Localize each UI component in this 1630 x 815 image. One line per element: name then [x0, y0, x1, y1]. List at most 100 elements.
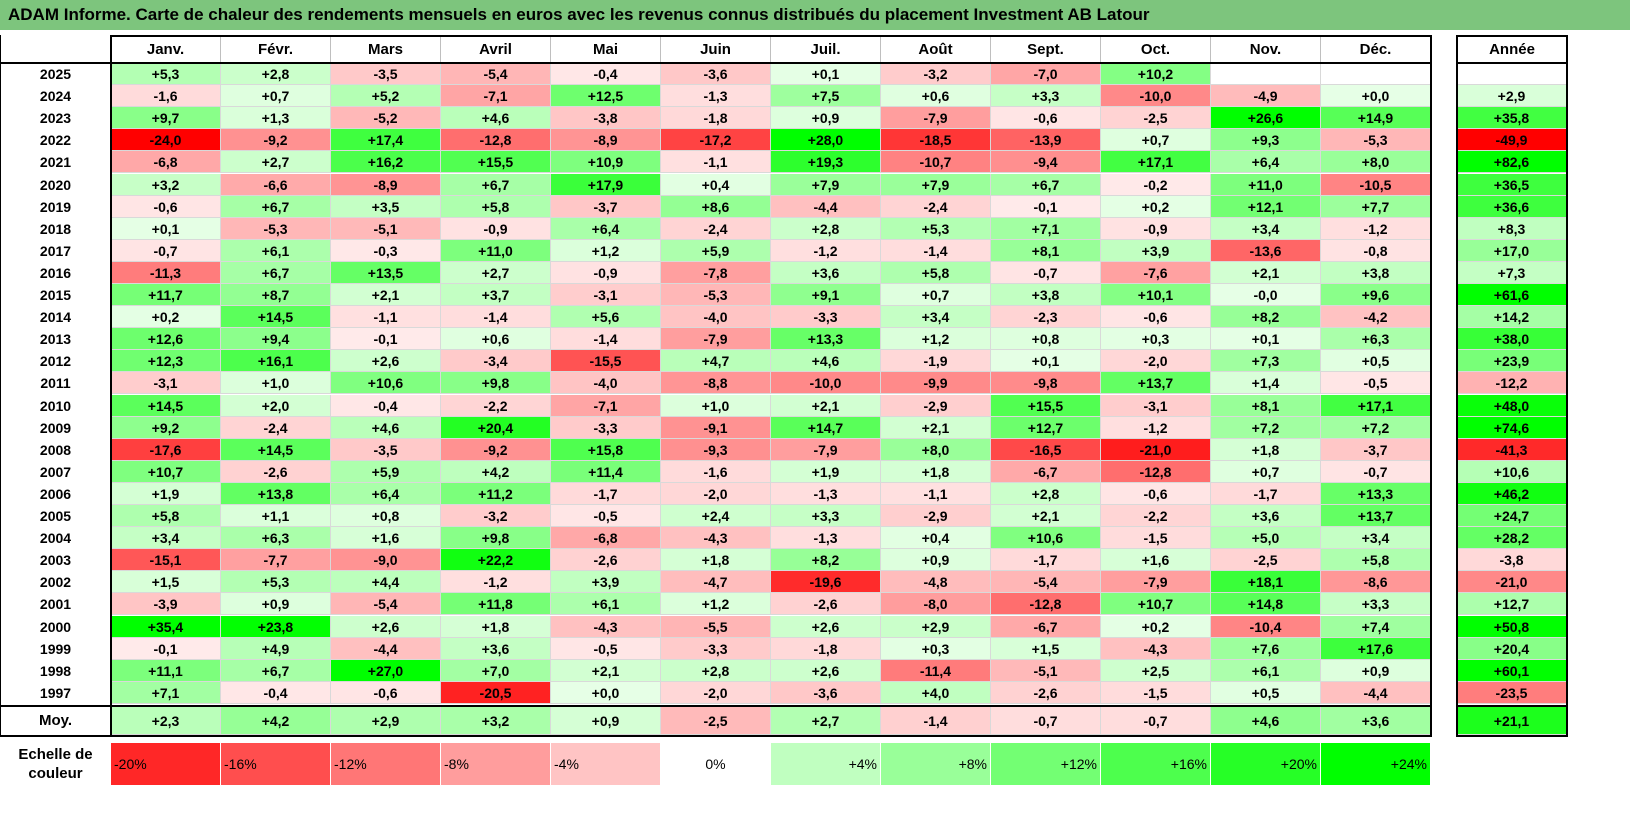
annual-cell: -12,2 — [1457, 372, 1567, 395]
heatmap-cell: -6,8 — [551, 527, 661, 550]
heatmap-cell: +3,7 — [441, 284, 551, 307]
annual-cell: +74,6 — [1457, 416, 1567, 439]
year-label: 2013 — [39, 331, 72, 348]
heatmap-cell: -7,9 — [1101, 571, 1211, 594]
heatmap-cell: -4,2 — [1321, 306, 1431, 329]
heatmap-cell: +1,5 — [111, 571, 221, 594]
heatmap-cell: -10,4 — [1211, 615, 1321, 638]
heatmap-cell: +2,1 — [1211, 261, 1321, 284]
heatmap-cell: -2,0 — [661, 482, 771, 505]
heatmap-cell: +1,8 — [1211, 438, 1321, 461]
heatmap-cell: -21,0 — [1101, 438, 1211, 461]
heatmap-cell: -0,8 — [1321, 239, 1431, 262]
heatmap-cell: -0,4 — [551, 63, 661, 86]
heatmap-cell: -3,6 — [661, 63, 771, 86]
heatmap-cell: +0,7 — [1101, 129, 1211, 152]
heatmap-cell: +7,5 — [771, 85, 881, 108]
heatmap-cell: +5,8 — [441, 195, 551, 218]
scale-step: +24% — [1321, 742, 1431, 785]
heatmap-cell: +9,8 — [441, 527, 551, 550]
heatmap-cell: -5,1 — [991, 659, 1101, 682]
heatmap-cell: -2,9 — [881, 394, 991, 417]
heatmap-cell: -9,2 — [221, 129, 331, 152]
heatmap-cell: -4,8 — [881, 571, 991, 594]
heatmap-cell: -5,3 — [221, 217, 331, 240]
heatmap-cell: +17,9 — [551, 173, 661, 196]
heatmap-cell: -4,3 — [661, 527, 771, 550]
heatmap-cell: -1,7 — [1211, 482, 1321, 505]
year-label: 2000 — [39, 618, 72, 635]
heatmap-cell: +3,3 — [1321, 593, 1431, 616]
heatmap-cell: +11,0 — [441, 239, 551, 262]
heatmap-cell: +2,6 — [331, 350, 441, 373]
heatmap-cell: +14,7 — [771, 416, 881, 439]
year-label: 2025 — [39, 66, 72, 82]
year-label: 2006 — [39, 485, 72, 502]
heatmap-cell: +7,4 — [1321, 615, 1431, 638]
heatmap-cell: +7,3 — [1211, 350, 1321, 373]
year-label: 2004 — [39, 530, 72, 547]
heatmap-cell: -12,8 — [441, 129, 551, 152]
heatmap-cell: +14,5 — [221, 438, 331, 461]
heatmap-cell: -13,9 — [991, 129, 1101, 152]
heatmap-cell: +13,7 — [1321, 505, 1431, 528]
annual-cell: +12,7 — [1457, 593, 1567, 616]
heatmap-cell: +2,6 — [771, 659, 881, 682]
heatmap-cell: +3,3 — [771, 505, 881, 528]
heatmap-cell: -4,0 — [551, 372, 661, 395]
heatmap-cell: -15,5 — [551, 350, 661, 373]
heatmap-cell: +9,4 — [221, 328, 331, 351]
heatmap-cell: -1,2 — [1321, 217, 1431, 240]
month-header: Mars — [331, 37, 441, 63]
heatmap-cell: -2,0 — [1101, 350, 1211, 373]
scale-step: +16% — [1101, 742, 1211, 785]
heatmap-cell: -3,6 — [771, 681, 881, 704]
heatmap-cell: +7,9 — [771, 173, 881, 196]
average-label: Moy. — [38, 711, 73, 729]
heatmap-cell: -4,4 — [1321, 681, 1431, 704]
heatmap-cell: +0,7 — [881, 284, 991, 307]
heatmap-cell: +15,5 — [991, 394, 1101, 417]
heatmap-cell: +5,2 — [331, 85, 441, 108]
heatmap-cell: +4,2 — [441, 460, 551, 483]
heatmap-cell: +5,8 — [1321, 549, 1431, 572]
heatmap-cell: +28,0 — [771, 129, 881, 152]
heatmap-cell: +5,9 — [661, 239, 771, 262]
heatmap-cell: +11,0 — [1211, 173, 1321, 196]
heatmap-cell: +3,9 — [1101, 239, 1211, 262]
month-header: Févr. — [221, 37, 331, 63]
average-cell: +4,2 — [221, 706, 331, 735]
heatmap-cell: +6,4 — [331, 482, 441, 505]
heatmap-cell: -7,8 — [661, 261, 771, 284]
heatmap-cell: -10,0 — [1101, 85, 1211, 108]
heatmap-cell: +19,3 — [771, 151, 881, 174]
heatmap-cell: -9,1 — [661, 416, 771, 439]
heatmap-cell: +1,0 — [221, 372, 331, 395]
heatmap-cell: -8,9 — [551, 129, 661, 152]
heatmap-cell: -0,5 — [1321, 372, 1431, 395]
heatmap-cell: +7,2 — [1211, 416, 1321, 439]
heatmap-cell: -3,1 — [111, 372, 221, 395]
heatmap-cell: -0,6 — [991, 107, 1101, 130]
heatmap-cell: -2,4 — [881, 195, 991, 218]
header-separator-annual — [1457, 62, 1567, 64]
heatmap-cell: -5,5 — [661, 615, 771, 638]
average-cell: +2,7 — [771, 706, 881, 735]
heatmap-cell: -3,8 — [551, 107, 661, 130]
heatmap-cell: +1,9 — [111, 482, 221, 505]
heatmap-cell: -4,4 — [771, 195, 881, 218]
heatmap-cell: +4,9 — [221, 637, 331, 660]
heatmap-cell: +4,6 — [771, 350, 881, 373]
heatmap-cell: -2,3 — [991, 306, 1101, 329]
heatmap-cell: +10,7 — [1101, 593, 1211, 616]
scale-step: +12% — [991, 742, 1101, 785]
heatmap-cell — [1321, 63, 1431, 86]
heatmap-cell: -6,8 — [111, 151, 221, 174]
heatmap-cell: -3,7 — [1321, 438, 1431, 461]
average-cell: +4,6 — [1211, 706, 1321, 735]
heatmap-cell: -0,7 — [1321, 460, 1431, 483]
heatmap-cell: -0,1 — [111, 637, 221, 660]
heatmap-cell: +11,8 — [441, 593, 551, 616]
heatmap-cell: +8,2 — [771, 549, 881, 572]
heatmap-cell: +5,6 — [551, 306, 661, 329]
